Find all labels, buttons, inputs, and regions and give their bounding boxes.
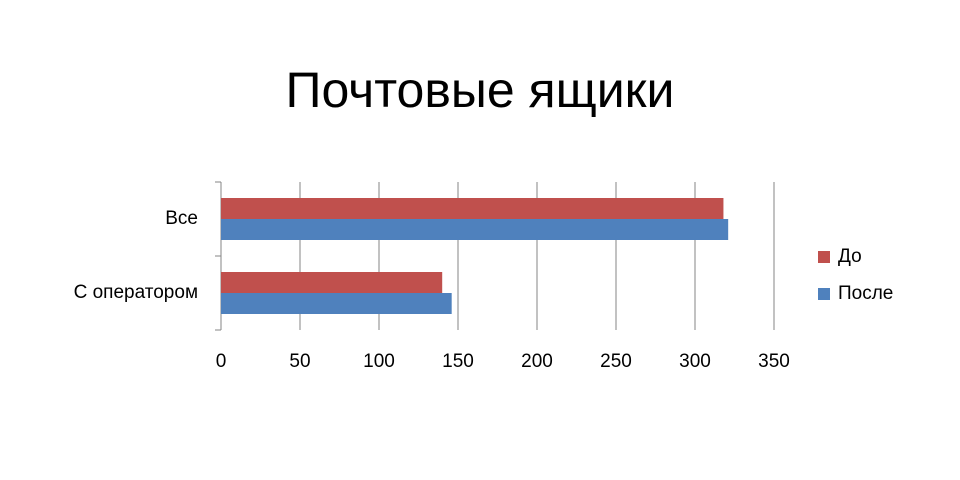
x-tick-label: 0 [216,351,227,372]
x-tick-label: 150 [442,351,474,372]
legend-swatch [818,251,830,263]
bar [221,219,729,240]
x-tick-label: 300 [679,351,711,372]
legend-label: До [838,246,862,267]
legend-swatch [818,288,830,300]
x-tick-label: 50 [289,351,310,372]
x-tick-label: 200 [521,351,553,372]
y-tick-label: Все [165,208,198,229]
y-tick-label: С оператором [74,282,198,303]
chart-title: Почтовые ящики [286,62,675,118]
x-tick-label: 100 [363,351,395,372]
x-tick-label: 350 [758,351,790,372]
legend-label: После [838,283,893,304]
x-tick-label: 250 [600,351,632,372]
bar [221,272,443,293]
bar [221,293,452,314]
bar [221,198,724,219]
